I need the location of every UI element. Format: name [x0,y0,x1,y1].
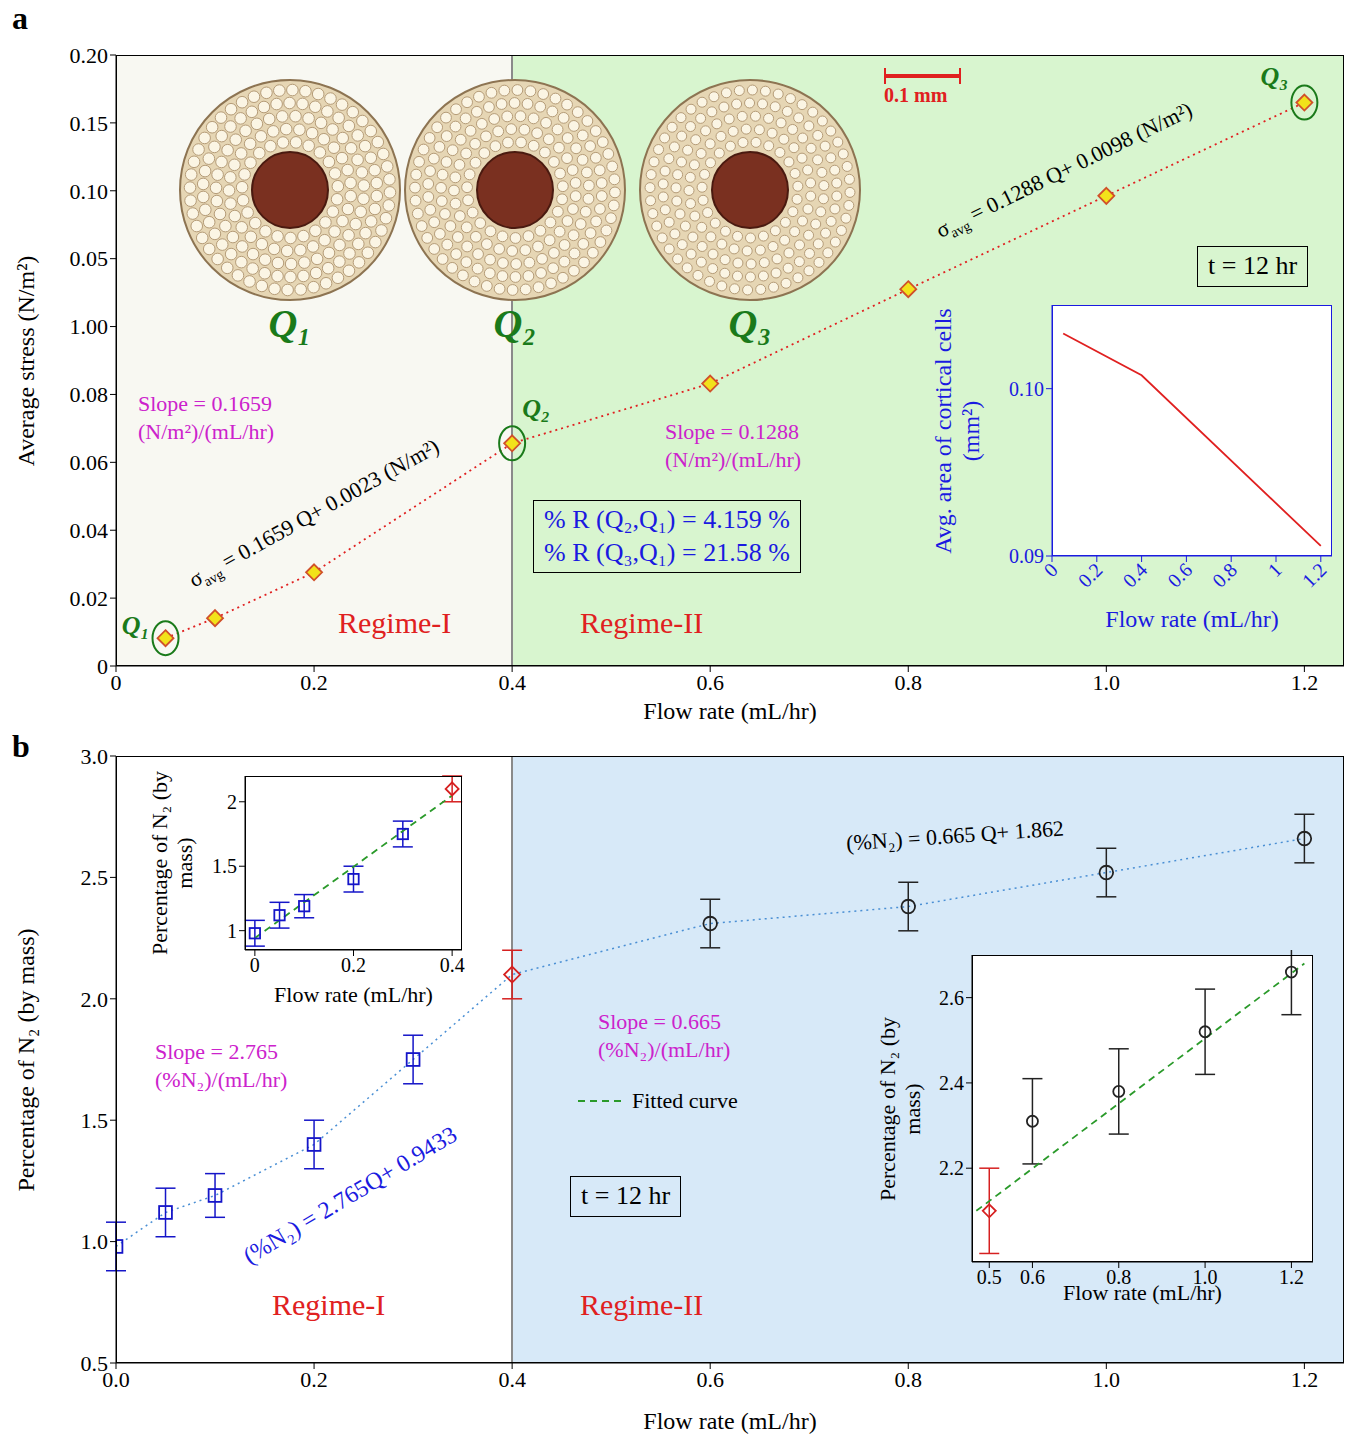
svg-text:0: 0 [111,670,122,695]
svg-text:0.8: 0.8 [895,670,923,695]
svg-text:Q₃: Q₃ [1261,62,1289,91]
svg-text:0.2: 0.2 [1073,558,1106,591]
svg-text:2.6: 2.6 [939,987,964,1009]
svg-text:0.6: 0.6 [696,670,724,695]
svg-text:0.8: 0.8 [895,1367,923,1392]
svg-text:3.0: 3.0 [81,744,109,769]
svg-text:2.4: 2.4 [939,1072,964,1094]
svg-text:1.0: 1.0 [81,1229,109,1254]
svg-text:0.5: 0.5 [81,1351,109,1376]
svg-text:1: 1 [227,920,237,942]
svg-text:1.5: 1.5 [81,1108,109,1133]
svg-text:0.10: 0.10 [70,179,109,204]
svg-text:0.6: 0.6 [1163,558,1196,591]
svg-text:2: 2 [227,791,237,813]
svg-text:Q₁: Q₁ [122,611,150,640]
svg-text:0.20: 0.20 [70,43,109,68]
svg-text:1.0: 1.0 [1093,1367,1121,1392]
svg-text:1: 1 [1263,558,1286,581]
svg-text:0.09: 0.09 [1009,545,1044,567]
svg-text:0.8: 0.8 [1208,558,1241,591]
svg-text:0.4: 0.4 [498,1367,526,1392]
svg-text:0.04: 0.04 [70,518,109,543]
svg-text:2.0: 2.0 [81,987,109,1012]
svg-text:0.10: 0.10 [1009,378,1044,400]
svg-text:0.4: 0.4 [1118,558,1151,591]
svg-text:1.2: 1.2 [1291,1367,1319,1392]
svg-text:0: 0 [97,654,108,679]
svg-text:1.2: 1.2 [1297,558,1330,591]
svg-text:0.6: 0.6 [696,1367,724,1392]
svg-text:1.0: 1.0 [1093,670,1121,695]
svg-text:0.2: 0.2 [341,954,366,976]
svg-text:2.2: 2.2 [939,1157,964,1179]
svg-text:1.5: 1.5 [212,855,237,877]
svg-text:0.05: 0.05 [70,246,109,271]
svg-text:2.5: 2.5 [81,865,109,890]
svg-text:0.6: 0.6 [1020,1266,1045,1288]
svg-text:1.00: 1.00 [70,314,109,339]
svg-text:0.08: 0.08 [70,382,109,407]
svg-text:0.2: 0.2 [300,670,328,695]
svg-text:0.4: 0.4 [440,954,465,976]
svg-text:1.2: 1.2 [1279,1266,1304,1288]
svg-text:0.2: 0.2 [300,1367,328,1392]
svg-text:0.5: 0.5 [977,1266,1002,1288]
svg-text:0.15: 0.15 [70,111,109,136]
svg-text:1.2: 1.2 [1291,670,1319,695]
svg-text:0: 0 [250,954,260,976]
svg-text:Q₂: Q₂ [522,394,550,423]
svg-text:0.4: 0.4 [498,670,526,695]
svg-text:0.02: 0.02 [70,586,109,611]
svg-text:0.06: 0.06 [70,450,109,475]
